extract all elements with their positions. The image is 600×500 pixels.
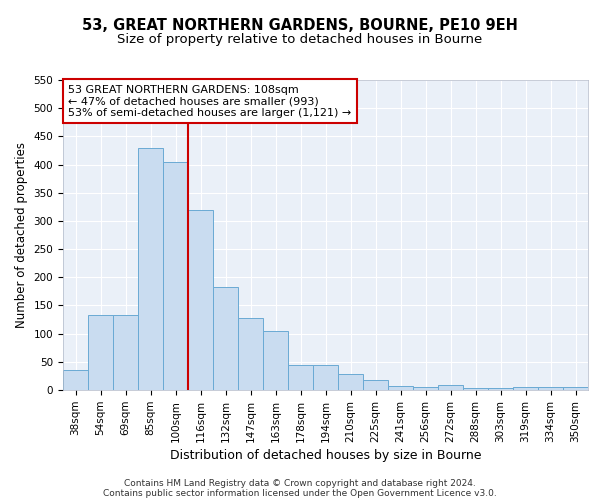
Bar: [138, 148, 163, 390]
Text: Contains HM Land Registry data © Crown copyright and database right 2024.: Contains HM Land Registry data © Crown c…: [124, 478, 476, 488]
Bar: [163, 162, 188, 390]
Bar: [538, 387, 563, 390]
Bar: [363, 380, 388, 390]
Bar: [288, 364, 313, 390]
Y-axis label: Number of detached properties: Number of detached properties: [15, 142, 28, 328]
Text: 53, GREAT NORTHERN GARDENS, BOURNE, PE10 9EH: 53, GREAT NORTHERN GARDENS, BOURNE, PE10…: [82, 18, 518, 32]
Bar: [113, 315, 138, 390]
Bar: [238, 318, 263, 390]
Bar: [188, 210, 213, 390]
Bar: [488, 388, 513, 390]
Bar: [563, 387, 588, 390]
Text: 53 GREAT NORTHERN GARDENS: 108sqm
← 47% of detached houses are smaller (993)
53%: 53 GREAT NORTHERN GARDENS: 108sqm ← 47% …: [68, 84, 352, 118]
Bar: [313, 364, 338, 390]
Bar: [513, 387, 538, 390]
Text: Contains public sector information licensed under the Open Government Licence v3: Contains public sector information licen…: [103, 488, 497, 498]
Bar: [213, 287, 238, 390]
Bar: [88, 315, 113, 390]
Bar: [63, 370, 88, 390]
X-axis label: Distribution of detached houses by size in Bourne: Distribution of detached houses by size …: [170, 449, 481, 462]
Text: Size of property relative to detached houses in Bourne: Size of property relative to detached ho…: [118, 32, 482, 46]
Bar: [263, 331, 288, 390]
Bar: [463, 388, 488, 390]
Bar: [413, 387, 438, 390]
Bar: [388, 386, 413, 390]
Bar: [338, 374, 363, 390]
Bar: [438, 386, 463, 390]
